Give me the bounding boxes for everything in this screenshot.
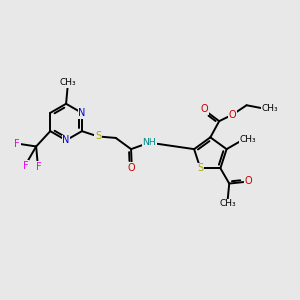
Text: CH₃: CH₃ (219, 200, 236, 208)
Text: N: N (62, 135, 70, 145)
Text: F: F (14, 139, 20, 149)
Text: S: S (197, 163, 203, 173)
Text: O: O (201, 104, 208, 114)
Text: CH₃: CH₃ (239, 135, 256, 144)
Text: CH₃: CH₃ (262, 104, 278, 113)
Text: N: N (78, 108, 85, 118)
Text: NH: NH (142, 138, 156, 147)
Text: O: O (229, 110, 236, 120)
Text: F: F (23, 161, 28, 171)
Text: CH₃: CH₃ (59, 78, 76, 87)
Text: O: O (244, 176, 252, 186)
Text: S: S (95, 131, 101, 142)
Text: O: O (128, 163, 136, 173)
Text: F: F (36, 162, 42, 172)
